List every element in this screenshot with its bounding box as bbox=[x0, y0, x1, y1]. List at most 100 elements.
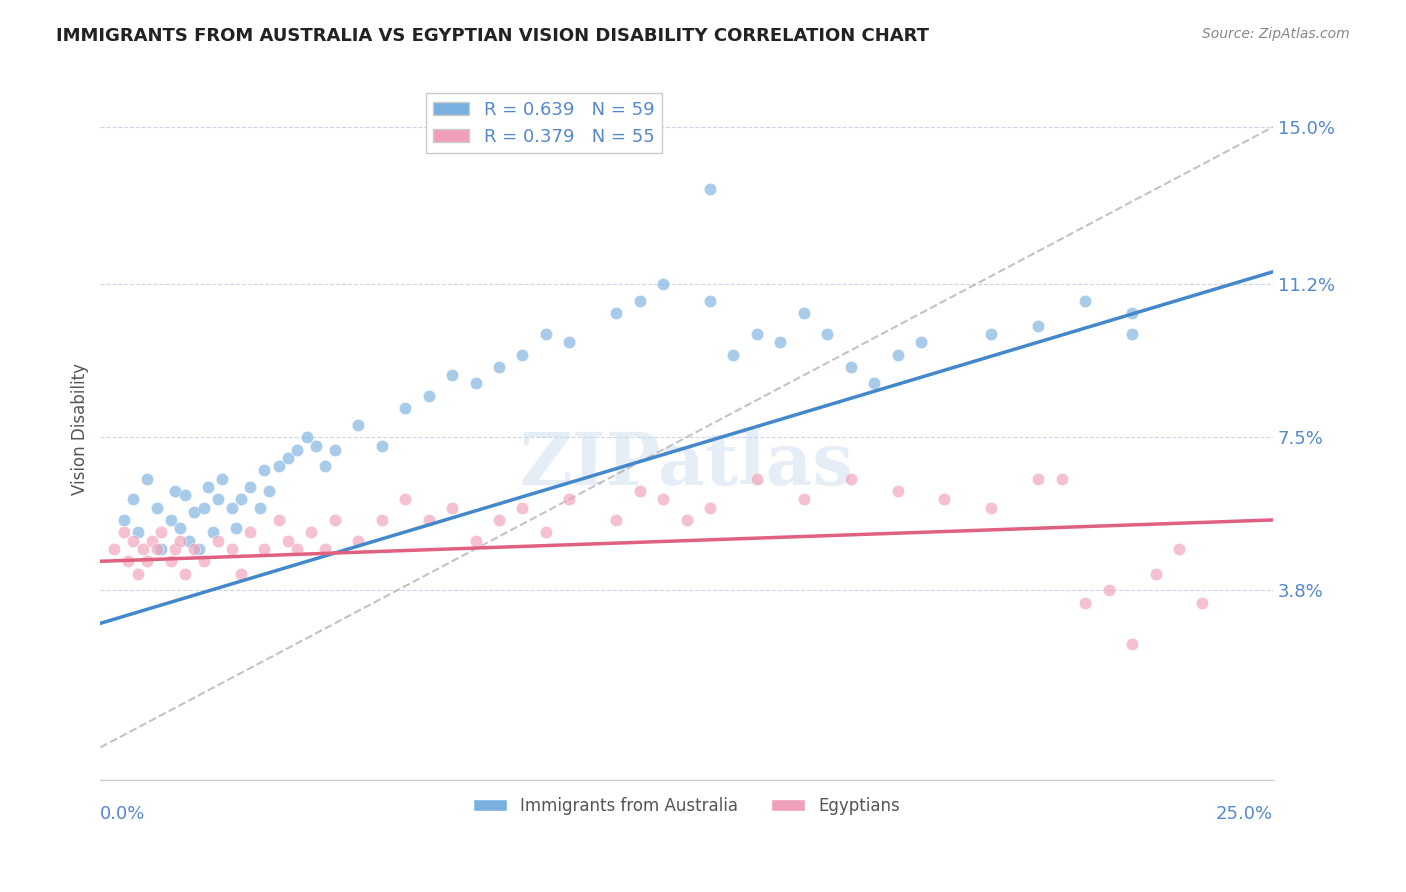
Point bbox=[628, 293, 651, 308]
Text: ZIPatlas: ZIPatlas bbox=[519, 429, 853, 500]
Point bbox=[131, 541, 153, 556]
Text: 0.0%: 0.0% bbox=[100, 805, 146, 823]
Point bbox=[699, 293, 721, 308]
Point bbox=[207, 533, 229, 548]
Point bbox=[1144, 566, 1167, 581]
Point bbox=[253, 463, 276, 477]
Point bbox=[323, 442, 346, 457]
Point bbox=[418, 513, 440, 527]
Point bbox=[534, 525, 557, 540]
Point bbox=[193, 500, 215, 515]
Point bbox=[173, 566, 195, 581]
Point bbox=[183, 505, 205, 519]
Point bbox=[211, 472, 233, 486]
Point bbox=[605, 513, 627, 527]
Point bbox=[558, 492, 581, 507]
Point bbox=[839, 359, 862, 374]
Point bbox=[371, 438, 394, 452]
Point bbox=[371, 513, 394, 527]
Point bbox=[150, 525, 173, 540]
Point bbox=[1121, 326, 1143, 341]
Point bbox=[122, 533, 145, 548]
Point bbox=[394, 492, 416, 507]
Point bbox=[512, 500, 534, 515]
Point bbox=[239, 525, 262, 540]
Point bbox=[299, 525, 322, 540]
Point bbox=[488, 359, 510, 374]
Point bbox=[127, 566, 149, 581]
Point bbox=[221, 541, 243, 556]
Point bbox=[605, 306, 627, 320]
Point bbox=[295, 430, 318, 444]
Point bbox=[769, 335, 792, 350]
Point bbox=[159, 554, 181, 568]
Point bbox=[512, 347, 534, 361]
Point bbox=[314, 541, 336, 556]
Text: Source: ZipAtlas.com: Source: ZipAtlas.com bbox=[1202, 27, 1350, 41]
Point bbox=[980, 500, 1002, 515]
Point bbox=[267, 513, 290, 527]
Point bbox=[165, 483, 187, 498]
Point bbox=[863, 376, 886, 391]
Point bbox=[699, 182, 721, 196]
Point bbox=[305, 438, 328, 452]
Text: 25.0%: 25.0% bbox=[1216, 805, 1272, 823]
Point bbox=[207, 492, 229, 507]
Point bbox=[347, 533, 370, 548]
Point bbox=[225, 521, 247, 535]
Point bbox=[652, 492, 675, 507]
Point bbox=[173, 488, 195, 502]
Point bbox=[285, 442, 308, 457]
Point bbox=[534, 326, 557, 341]
Point bbox=[145, 500, 167, 515]
Point bbox=[886, 483, 908, 498]
Point bbox=[723, 347, 745, 361]
Point bbox=[122, 492, 145, 507]
Point bbox=[652, 277, 675, 292]
Point bbox=[628, 483, 651, 498]
Point bbox=[117, 554, 139, 568]
Point bbox=[910, 335, 932, 350]
Point bbox=[249, 500, 271, 515]
Point bbox=[183, 541, 205, 556]
Point bbox=[179, 533, 201, 548]
Point bbox=[145, 541, 167, 556]
Point bbox=[558, 335, 581, 350]
Point bbox=[793, 306, 815, 320]
Point bbox=[1121, 637, 1143, 651]
Point bbox=[675, 513, 697, 527]
Point bbox=[239, 480, 262, 494]
Point bbox=[1026, 318, 1049, 333]
Point bbox=[257, 483, 280, 498]
Text: IMMIGRANTS FROM AUSTRALIA VS EGYPTIAN VISION DISABILITY CORRELATION CHART: IMMIGRANTS FROM AUSTRALIA VS EGYPTIAN VI… bbox=[56, 27, 929, 45]
Point bbox=[229, 566, 252, 581]
Point bbox=[488, 513, 510, 527]
Point bbox=[1074, 596, 1097, 610]
Legend: Immigrants from Australia, Egyptians: Immigrants from Australia, Egyptians bbox=[467, 790, 907, 822]
Point bbox=[793, 492, 815, 507]
Y-axis label: Vision Disability: Vision Disability bbox=[72, 363, 89, 495]
Point bbox=[323, 513, 346, 527]
Point bbox=[1168, 541, 1191, 556]
Point bbox=[277, 533, 299, 548]
Point bbox=[839, 472, 862, 486]
Point bbox=[221, 500, 243, 515]
Point bbox=[136, 472, 159, 486]
Point bbox=[136, 554, 159, 568]
Point bbox=[441, 500, 464, 515]
Point bbox=[112, 513, 135, 527]
Point bbox=[193, 554, 215, 568]
Point bbox=[267, 459, 290, 474]
Point bbox=[1026, 472, 1049, 486]
Point bbox=[169, 521, 191, 535]
Point bbox=[187, 541, 209, 556]
Point bbox=[347, 417, 370, 432]
Point bbox=[159, 513, 181, 527]
Point bbox=[103, 541, 125, 556]
Point bbox=[815, 326, 838, 341]
Point bbox=[112, 525, 135, 540]
Point bbox=[699, 500, 721, 515]
Point bbox=[229, 492, 252, 507]
Point bbox=[464, 533, 486, 548]
Point bbox=[745, 472, 768, 486]
